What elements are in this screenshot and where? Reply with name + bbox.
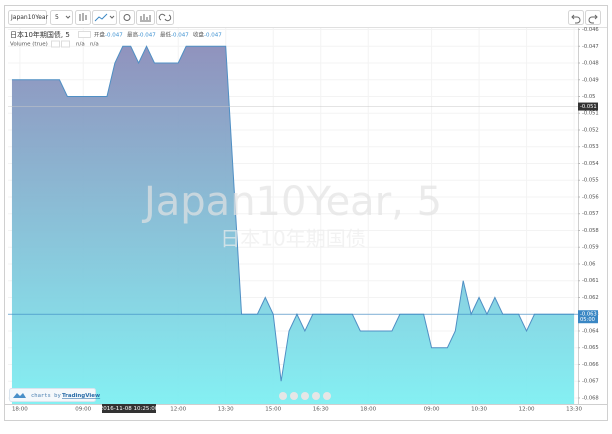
interval-button[interactable] [50,10,73,25]
scroll-left-button[interactable] [279,392,287,400]
ohlc-value: -0.047 [138,33,156,39]
reset-button[interactable] [301,392,309,400]
y-tick-label: -0.068 [582,395,599,401]
settings-button[interactable] [119,10,135,25]
x-tick-label: 18:00 [360,407,376,413]
undo-icon [571,14,581,24]
y-tick-label: -0.066 [582,362,599,368]
y-tick-label: -0.049 [582,77,599,83]
x-tick-label: 09:00 [424,407,440,413]
symbol-text: Japan10Year [10,14,49,21]
volume-value: n/a [90,42,99,48]
y-tick-label: -0.05 [582,94,595,100]
x-tick-label: 16:30 [313,407,329,413]
branding-name: TradingView [62,393,100,399]
gear-icon [123,14,131,21]
legend-title: 日本10年期国债, 5 [10,30,70,39]
ohlc-label: 收盘 [193,31,205,39]
y-tick-label: -0.064 [582,328,599,334]
x-tick-label: 10:30 [471,407,487,413]
y-tick-label: -0.056 [582,194,599,200]
price-axis [578,28,607,404]
area-fill [11,46,575,404]
watermark-sub: 日本10年期国债 [220,227,365,251]
indicators-button[interactable] [136,10,155,25]
ohlc-label: 最高 [127,31,139,39]
area-icon [94,13,108,22]
crosshair-time-bg [102,404,156,413]
y-tick-label: -0.059 [582,245,599,251]
y-tick-label: -0.053 [582,144,599,150]
navigation [279,392,331,400]
x-tick-label: 13:30 [218,407,234,413]
volume-label: Volume (true) [10,42,48,48]
ohlc-value: -0.047 [204,33,222,39]
interval-text: 5 [55,14,59,21]
axes: -0.046-0.047-0.048-0.049-0.05-0.051-0.05… [12,27,599,412]
ohlc-value: -0.047 [105,33,123,39]
crosshair-time: 2016-11-08 10:25:00 [100,406,159,412]
volume-value: n/a [76,42,85,48]
ohlc-value: -0.047 [171,33,189,39]
branding-logo [13,393,26,398]
y-tick-label: -0.067 [582,379,599,385]
countdown: 05:00 [580,317,595,323]
legend-box [61,40,70,48]
chart-type-button[interactable] [92,10,117,25]
area-line [11,45,575,382]
y-tick-label: -0.054 [582,161,599,167]
legend: 日本10年期国债, 5 Volume (true) n/a n/a 开盘 -0.0… [10,30,222,48]
y-tick-label: -0.052 [582,127,599,133]
x-tick-label: 18:00 [12,407,28,413]
branding[interactable]: charts by TradingView [9,388,101,402]
ohlc-label: 开盘 [94,31,106,39]
branding-prefix: charts by [31,393,61,399]
y-tick-label: -0.06 [582,261,595,267]
y-tick-label: -0.055 [582,178,599,184]
dropdown-arrow [65,15,71,19]
legend-box [78,31,91,38]
y-tick-label: -0.048 [582,61,599,67]
x-tick-label: 15:00 [265,407,281,413]
crosshair-price-label: -0.051 [580,104,597,110]
x-tick-label: 12:00 [519,407,535,413]
bar-icon [79,13,87,21]
y-tick-label: -0.058 [582,228,599,234]
y-tick-label: -0.046 [582,27,599,33]
compare-button[interactable] [156,10,174,25]
symbol-input[interactable] [8,10,47,25]
scroll-right-button[interactable] [323,392,331,400]
x-tick-label: 12:00 [170,407,186,413]
y-tick-label: -0.062 [582,295,599,301]
compare-icon [158,13,172,22]
crosshair-price-bg [578,102,598,111]
redo-icon [588,14,598,24]
x-tick-label: 13:30 [566,407,582,413]
zoom-out-button[interactable] [290,392,298,400]
dropdown-arrow [109,15,115,19]
ohlc-label: 最低 [160,31,172,39]
y-tick-label: -0.057 [582,211,599,217]
branding-box[interactable] [9,388,96,402]
y-tick-label: -0.065 [582,345,599,351]
y-tick-label: -0.061 [582,278,599,284]
y-tick-label: -0.047 [582,44,599,50]
y-tick-label: -0.051 [582,111,599,117]
legend-box [51,40,60,48]
zoom-in-button[interactable] [312,392,320,400]
x-tick-label: 09:00 [75,407,91,413]
toolbar: Japan10Year 5 [8,10,601,25]
last-price-label: -0.063 [580,312,597,318]
watermark: Japan10Year, 5 [141,179,442,225]
indicators-icon [140,14,151,22]
last-price-bg [578,310,598,324]
